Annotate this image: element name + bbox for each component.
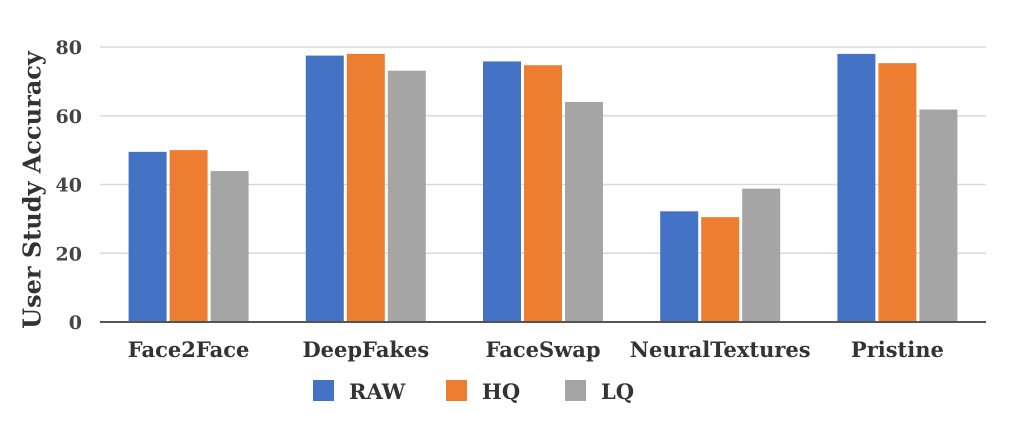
y-tick-labels: 0 20 40 60 80 — [56, 37, 82, 334]
category-label: NeuralTextures — [630, 337, 811, 362]
category-label: FaceSwap — [485, 337, 600, 362]
legend-swatch-raw — [313, 380, 334, 401]
bar-raw-pristine — [837, 53, 876, 322]
bar-raw-faceswap — [483, 61, 521, 322]
bar-raw-deepfakes — [305, 55, 344, 322]
category-label: Face2Face — [128, 337, 250, 362]
y-tick-label: 20 — [56, 243, 82, 265]
bar-lq-deepfakes — [387, 70, 426, 322]
category-labels: Face2Face DeepFakes FaceSwap NeuralTextures… — [128, 337, 944, 362]
bar-hq-deepfakes — [346, 53, 385, 322]
bar-lq-pristine — [919, 109, 958, 322]
y-tick-label: 60 — [56, 106, 82, 128]
legend-label-lq: LQ — [601, 379, 634, 404]
bar-hq-neuraltextures — [701, 217, 740, 322]
bar-hq-faceswap — [524, 65, 562, 322]
legend-swatch-lq — [565, 380, 586, 401]
bar-raw-neuraltextures — [660, 211, 699, 322]
bar-lq-face2face — [210, 171, 249, 322]
bars — [128, 53, 958, 322]
y-tick-label: 80 — [56, 37, 82, 59]
legend: RAW HQ LQ — [313, 379, 634, 404]
bar-lq-faceswap — [565, 102, 603, 322]
y-tick-label: 0 — [69, 312, 82, 334]
category-label: Pristine — [851, 337, 944, 362]
legend-label-hq: HQ — [482, 379, 520, 404]
bar-lq-neuraltextures — [742, 188, 781, 322]
y-tick-label: 40 — [56, 175, 82, 197]
bar-hq-face2face — [169, 150, 208, 322]
legend-label-raw: RAW — [349, 379, 406, 404]
y-axis-title: User Study Accuracy — [18, 50, 47, 329]
bar-raw-face2face — [128, 151, 167, 322]
legend-swatch-hq — [446, 380, 467, 401]
category-label: DeepFakes — [302, 337, 429, 362]
bar-hq-pristine — [878, 63, 917, 322]
